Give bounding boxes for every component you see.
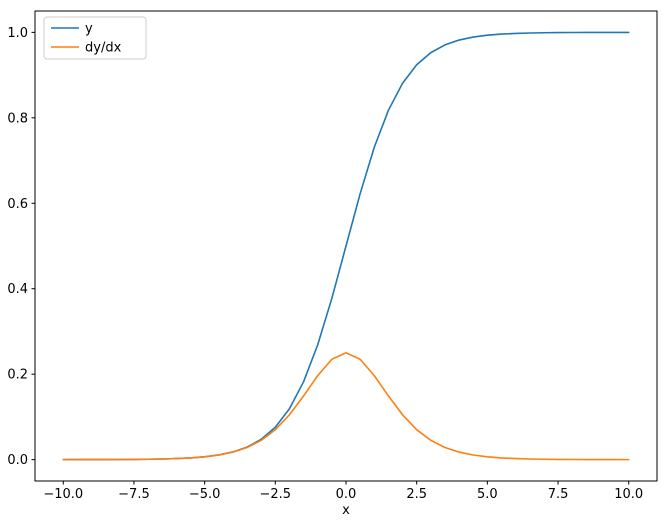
series-line-dy-dx: [62, 352, 630, 461]
x-tick-label: −10.0: [43, 487, 83, 502]
x-tick-label: −2.5: [260, 487, 292, 502]
y-tick-label: 1.0: [7, 26, 28, 41]
x-tick-label: 5.0: [477, 487, 498, 502]
legend-label: dy/dx: [85, 41, 122, 56]
x-tick-label: 2.5: [406, 487, 427, 502]
y-tick-label: 0.6: [7, 197, 28, 212]
x-tick-label: −5.0: [189, 487, 221, 502]
y-tick-label: 0.2: [7, 368, 28, 383]
x-axis-label: x: [342, 503, 350, 518]
y-tick-label: 0.4: [7, 282, 28, 297]
y-tick-label: 0.0: [7, 453, 28, 468]
x-tick-label: 7.5: [548, 487, 569, 502]
legend-label: y: [85, 22, 93, 37]
x-tick-label: 0.0: [336, 487, 357, 502]
x-tick-label: 10.0: [614, 487, 643, 502]
x-tick-label: −7.5: [118, 487, 150, 502]
y-tick-label: 0.8: [7, 111, 28, 126]
